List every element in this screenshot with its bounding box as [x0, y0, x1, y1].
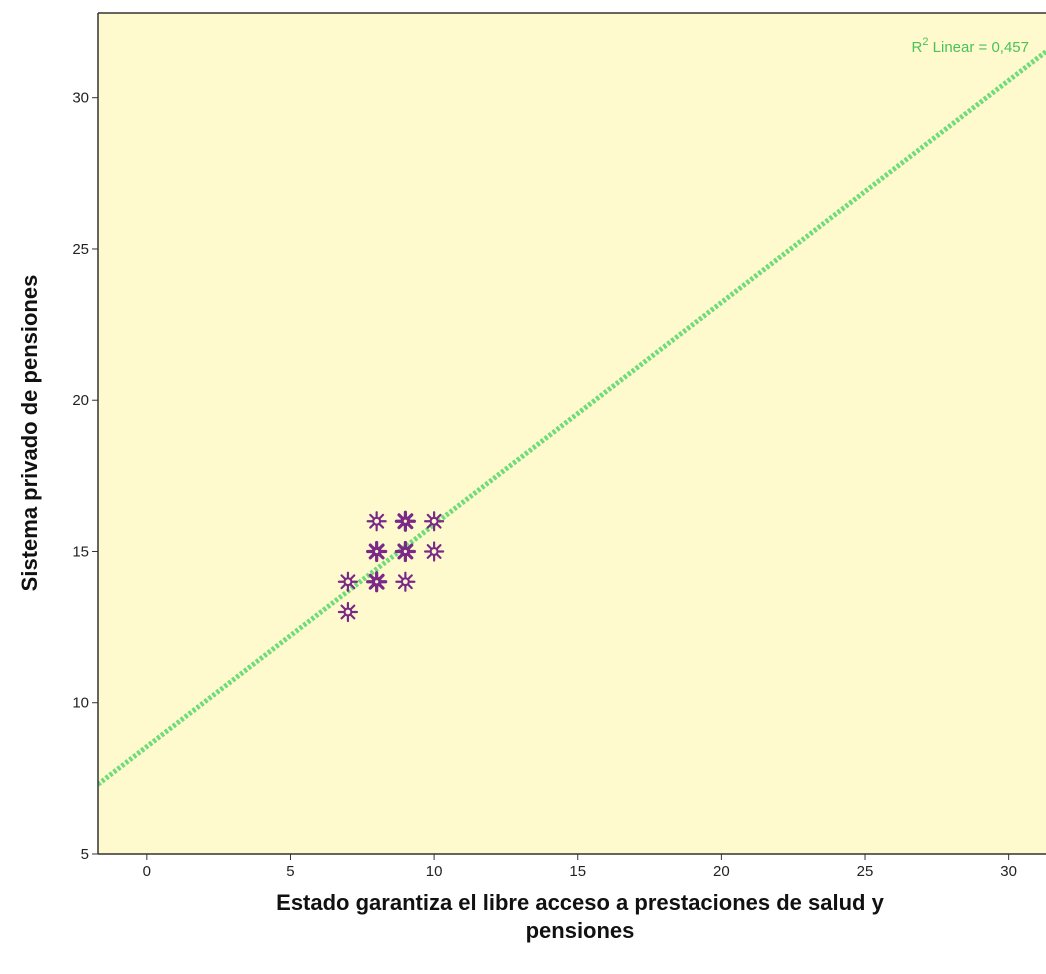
- x-tick-label: 5: [286, 863, 294, 880]
- x-tick-label: 30: [1000, 863, 1017, 880]
- data-point: [337, 601, 359, 623]
- data-point: [395, 571, 416, 592]
- data-point: [394, 540, 416, 563]
- data-point: [394, 510, 416, 532]
- data-point: [366, 540, 388, 563]
- x-tick-label: 15: [569, 863, 586, 880]
- y-tick-label: 20: [72, 392, 89, 409]
- y-axis-title: Sistema privado de pensiones: [17, 275, 42, 592]
- y-tick-label: 15: [72, 543, 89, 560]
- x-axis-title-line-2: pensiones: [526, 918, 635, 943]
- data-point: [424, 541, 445, 562]
- x-axis-title-line-1: Estado garantiza el libre acceso a prest…: [276, 890, 884, 915]
- x-tick-label: 10: [426, 863, 443, 880]
- plot-area: [98, 13, 1046, 854]
- r-squared-annotation: R2 Linear = 0,457: [912, 36, 1029, 56]
- y-tick-label: 30: [72, 90, 89, 107]
- data-point: [337, 571, 359, 592]
- y-tick-label: 25: [72, 241, 89, 258]
- x-tick-label: 20: [713, 863, 730, 880]
- x-tick-label: 25: [857, 863, 874, 880]
- x-tick-label: 0: [143, 863, 151, 880]
- y-tick-label: 5: [81, 846, 89, 863]
- data-point: [366, 571, 388, 593]
- data-point: [366, 511, 387, 532]
- data-point: [424, 511, 445, 532]
- y-tick-label: 10: [72, 695, 89, 712]
